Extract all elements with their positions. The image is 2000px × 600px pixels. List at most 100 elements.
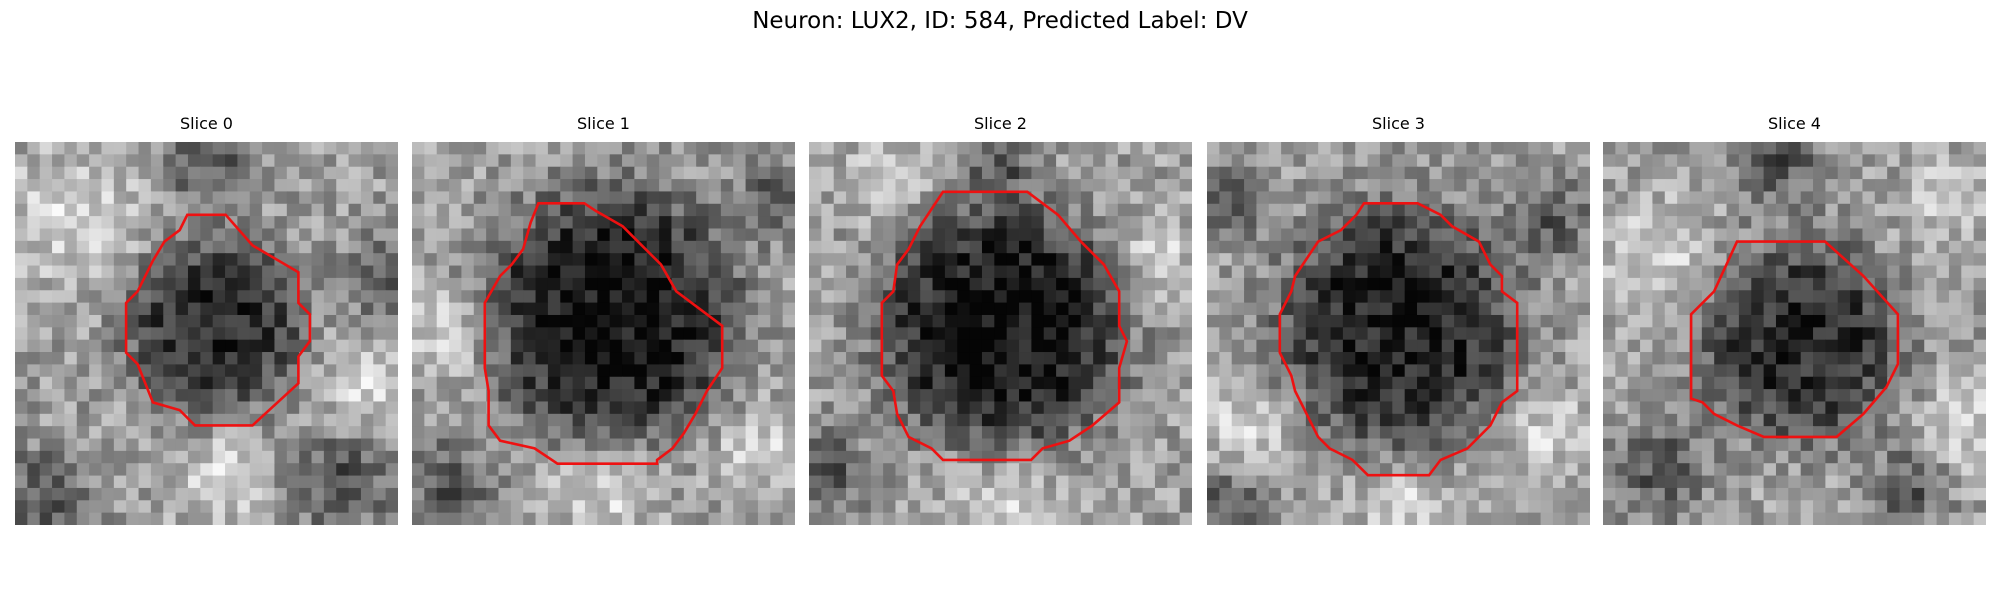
image-pixel [1540, 352, 1554, 365]
image-pixel [1664, 352, 1678, 365]
image-pixel [1788, 463, 1802, 477]
image-pixel [944, 216, 958, 230]
image-pixel [1056, 240, 1070, 254]
image-pixel [39, 154, 53, 168]
image-pixel [1367, 487, 1381, 501]
image-pixel [1936, 475, 1950, 489]
image-pixel [634, 352, 648, 365]
image-pixel [163, 265, 177, 279]
image-pixel [1677, 426, 1691, 440]
image-pixel [1379, 216, 1393, 230]
image-pixel [1367, 352, 1381, 365]
image-pixel [1318, 475, 1332, 489]
image-pixel [1207, 191, 1220, 205]
image-pixel [1565, 352, 1579, 365]
image-pixel [336, 228, 350, 242]
image-pixel [1231, 191, 1245, 205]
image-pixel [659, 426, 673, 440]
image-pixel [126, 401, 140, 415]
image-pixel [175, 426, 189, 440]
image-pixel [1031, 376, 1045, 390]
image-pixel [1825, 463, 1839, 477]
image-pixel [1850, 389, 1864, 403]
image-pixel [486, 438, 500, 452]
image-pixel [609, 191, 623, 205]
image-pixel [547, 426, 561, 440]
image-pixel [809, 463, 822, 477]
image-pixel [1701, 179, 1715, 193]
image-pixel [385, 327, 398, 341]
image-pixel [39, 463, 53, 477]
image-pixel [1664, 290, 1678, 304]
image-pixel [1056, 253, 1070, 267]
image-pixel [1219, 512, 1233, 525]
image-pixel [757, 154, 771, 168]
image-pixel [1318, 191, 1332, 205]
image-pixel [1268, 290, 1282, 304]
image-pixel [1441, 154, 1455, 168]
image-pixel [486, 512, 500, 525]
image-pixel [696, 376, 710, 390]
image-pixel [1948, 339, 1962, 353]
image-pixel [1911, 438, 1925, 452]
image-pixel [1515, 302, 1529, 316]
image-pixel [1179, 352, 1192, 365]
image-pixel [461, 413, 475, 427]
image-pixel [1540, 389, 1554, 403]
image-pixel [1117, 240, 1131, 254]
image-pixel [1738, 487, 1752, 501]
image-pixel [1031, 314, 1045, 328]
image-pixel [1429, 166, 1443, 180]
image-pixel [212, 154, 226, 168]
image-pixel [1019, 240, 1032, 254]
image-pixel [1454, 277, 1468, 291]
image-pixel [1256, 253, 1270, 267]
image-pixel [225, 364, 238, 378]
image-pixel [1105, 277, 1119, 291]
image-pixel [126, 327, 140, 341]
image-pixel [286, 240, 300, 254]
image-pixel [1701, 475, 1715, 489]
image-pixel [584, 253, 598, 267]
image-pixel [523, 253, 537, 267]
image-pixel [584, 228, 598, 242]
image-pixel [609, 314, 623, 328]
image-pixel [572, 191, 586, 205]
image-pixel [1219, 413, 1233, 427]
image-pixel [1093, 179, 1107, 193]
image-pixel [622, 352, 635, 365]
image-pixel [1031, 512, 1045, 525]
image-pixel [150, 240, 164, 254]
image-pixel [126, 166, 140, 180]
image-pixel [1068, 240, 1082, 254]
image-pixel [1825, 179, 1839, 193]
image-pixel [1577, 179, 1590, 193]
image-pixel [286, 327, 300, 341]
image-pixel [1268, 240, 1282, 254]
image-pixel [597, 216, 611, 230]
image-pixel [745, 179, 759, 193]
image-pixel [634, 179, 648, 193]
image-pixel [683, 401, 697, 415]
image-pixel [1837, 426, 1851, 440]
image-pixel [523, 191, 537, 205]
image-pixel [535, 500, 549, 514]
image-pixel [323, 475, 337, 489]
image-pixel [1006, 240, 1020, 254]
image-pixel [1355, 352, 1369, 365]
image-pixel [1726, 500, 1740, 514]
image-pixel [1763, 290, 1777, 304]
image-pixel [969, 487, 983, 501]
image-pixel [1552, 401, 1566, 415]
image-pixel [1478, 302, 1492, 316]
image-pixel [323, 463, 337, 477]
image-pixel [720, 154, 734, 168]
image-pixel [1664, 413, 1678, 427]
image-pixel [733, 389, 747, 403]
image-pixel [385, 512, 398, 525]
image-pixel [1318, 376, 1332, 390]
image-pixel [1664, 277, 1678, 291]
image-pixel [1056, 401, 1070, 415]
image-pixel [1105, 290, 1119, 304]
image-pixel [547, 352, 561, 365]
